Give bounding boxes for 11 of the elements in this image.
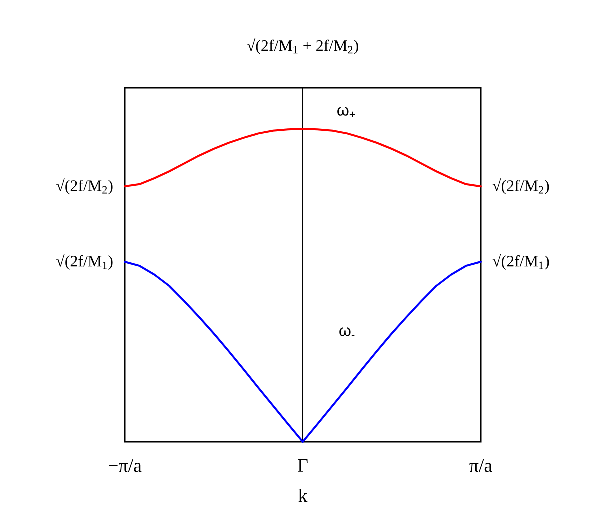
- x-axis-title: k: [298, 489, 308, 502]
- annotation: √(2f/M$_{2}$): [492, 178, 550, 195]
- series-label: ω$_{+}$: [338, 107, 356, 118]
- series-label: ω$_{-}$: [340, 328, 355, 336]
- annotation: √(2f/M$_{2}$): [56, 178, 113, 195]
- ref-line-label: √(2f/M$_{1}$ + 2f/M$_{2}$): [247, 38, 358, 54]
- annotation: √(2f/M$_{1}$): [492, 254, 550, 270]
- x-tick-label: Γ: [298, 460, 308, 472]
- x-tick-label: −π/a: [108, 460, 142, 472]
- x-tick-label: π/a: [470, 460, 492, 472]
- annotation: √(2f/M$_{1}$): [56, 254, 113, 270]
